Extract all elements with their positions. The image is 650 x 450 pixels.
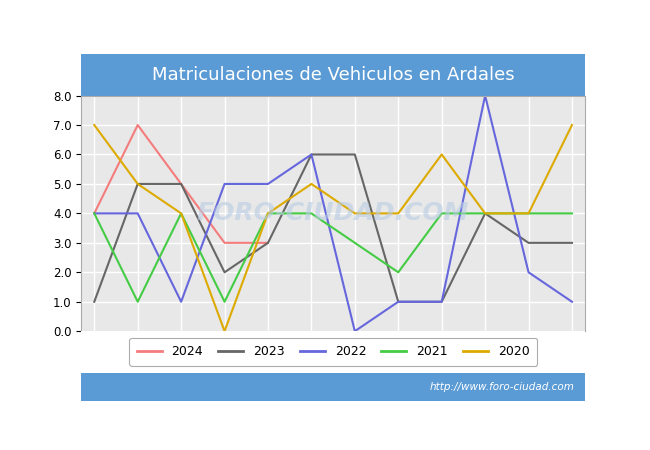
Line: 2020: 2020 — [94, 125, 572, 331]
2023 — [568, 240, 576, 246]
2020 — [568, 122, 576, 128]
2023 — [177, 181, 185, 187]
2020 — [220, 328, 228, 334]
2021 — [264, 211, 272, 216]
2022 — [525, 270, 532, 275]
2023 — [395, 299, 402, 305]
2021 — [134, 299, 142, 305]
2021 — [438, 211, 446, 216]
Text: Matriculaciones de Vehiculos en Ardales: Matriculaciones de Vehiculos en Ardales — [152, 66, 514, 84]
2022 — [395, 299, 402, 305]
2021 — [307, 211, 315, 216]
2024 — [90, 211, 98, 216]
2021 — [90, 211, 98, 216]
2024 — [134, 122, 142, 128]
2021 — [525, 211, 532, 216]
2020 — [307, 181, 315, 187]
2024 — [220, 240, 228, 246]
2021 — [568, 211, 576, 216]
2024 — [264, 240, 272, 246]
Text: http://www.foro-ciudad.com: http://www.foro-ciudad.com — [430, 382, 575, 392]
2022 — [177, 299, 185, 305]
2023 — [307, 152, 315, 157]
Line: 2021: 2021 — [94, 213, 572, 302]
2022 — [568, 299, 576, 305]
2020 — [264, 211, 272, 216]
2021 — [220, 299, 228, 305]
2023 — [481, 211, 489, 216]
2022 — [264, 181, 272, 187]
2021 — [351, 240, 359, 246]
Line: 2023: 2023 — [94, 154, 572, 302]
2020 — [481, 211, 489, 216]
2021 — [177, 211, 185, 216]
2021 — [395, 270, 402, 275]
2023 — [264, 240, 272, 246]
Line: 2022: 2022 — [94, 95, 572, 331]
Line: 2024: 2024 — [94, 125, 268, 243]
2022 — [481, 93, 489, 98]
2021 — [481, 211, 489, 216]
2020 — [351, 211, 359, 216]
2020 — [177, 211, 185, 216]
2020 — [395, 211, 402, 216]
2024 — [177, 181, 185, 187]
2022 — [438, 299, 446, 305]
2023 — [220, 270, 228, 275]
2023 — [438, 299, 446, 305]
2020 — [134, 181, 142, 187]
2023 — [90, 299, 98, 305]
2022 — [134, 211, 142, 216]
2022 — [307, 152, 315, 157]
2023 — [134, 181, 142, 187]
2022 — [220, 181, 228, 187]
Text: FORO-CIUDAD.COM: FORO-CIUDAD.COM — [197, 202, 469, 225]
2020 — [90, 122, 98, 128]
2022 — [351, 328, 359, 334]
2020 — [438, 152, 446, 157]
2020 — [525, 211, 532, 216]
2022 — [90, 211, 98, 216]
2023 — [351, 152, 359, 157]
Legend: 2024, 2023, 2022, 2021, 2020: 2024, 2023, 2022, 2021, 2020 — [129, 338, 538, 366]
2023 — [525, 240, 532, 246]
